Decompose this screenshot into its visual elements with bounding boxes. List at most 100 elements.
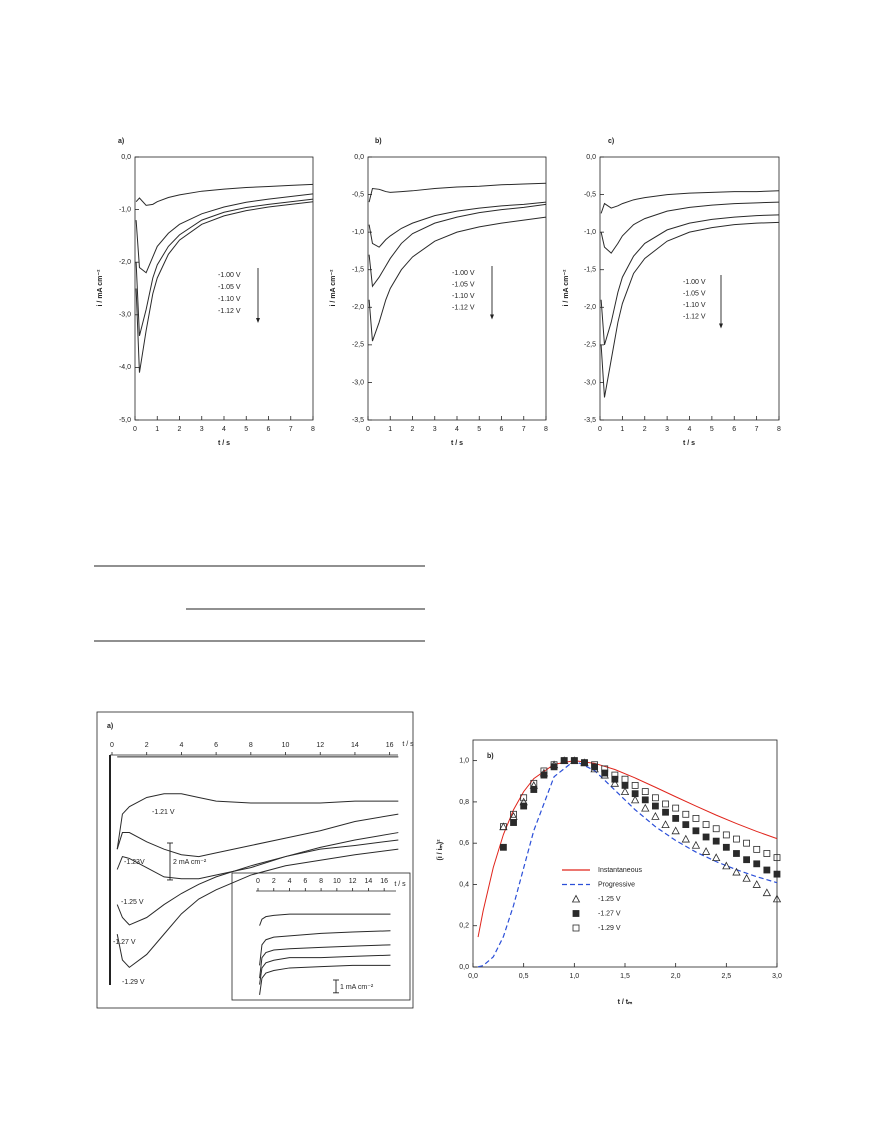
marker-triangle [630,795,640,804]
x-tick-label: 16 [380,878,388,885]
scale-bar-label: 1 mA cm⁻² [340,984,374,991]
curve [600,201,780,254]
x-tick-label: 0 [256,878,260,885]
marker-square [641,788,649,795]
marker-square [712,825,720,833]
legend-label: -1.10 V [218,296,241,303]
marker-square [672,815,680,822]
y-tick-label: -2,0 [119,259,131,266]
marker-square [621,782,629,789]
y-tick-label: 0,4 [459,881,469,888]
legend-arrowhead [256,318,260,323]
y-tick-label: -3,0 [119,312,131,319]
marker-square [570,757,578,765]
marker-triangle [651,812,660,820]
x-tick-label: 8 [249,742,253,749]
marker-triangle [722,861,731,870]
marker-square [530,786,538,793]
marker-square [733,835,740,843]
marker-square [722,831,730,839]
marker-triangle [691,840,701,849]
marker-triangle [732,867,741,876]
x-tick-label: 2,5 [721,973,731,980]
marker-square [611,775,619,783]
marker-square [753,845,761,853]
panel-label: b) [375,138,382,145]
marker-square [499,823,507,831]
curve [116,832,399,880]
marker-square [570,757,578,765]
x-tick-label: 2 [145,742,149,749]
marker-square [550,761,558,769]
legend-label: -1.00 V [683,279,706,286]
curve [259,930,391,966]
marker-square [499,843,507,851]
legend-label: -1.25 V [598,896,621,903]
marker-square [631,782,639,789]
legend-label: -1.05 V [218,284,241,291]
panel-label: a) [118,138,124,145]
marker-square [773,854,781,862]
marker-square [621,775,629,783]
marker-square [722,843,730,851]
x-tick-label: 0,5 [519,973,529,980]
x-tick-label: 0 [598,426,602,433]
x-tick-label: 6 [500,426,504,433]
x-axis-label: t / s [394,881,406,888]
legend-label: Instantaneous [598,867,642,874]
x-tick-label: 2 [643,426,647,433]
marker-square [763,866,771,874]
x-tick-label: 2,0 [671,973,681,980]
y-axis-label: (i / iₘ)² [437,839,444,861]
marker-square [672,804,680,812]
x-tick-label: 3 [200,426,204,433]
y-tick-label: 0,2 [459,923,469,930]
x-tick-label: 7 [755,426,759,433]
y-axis-label: i / mA cm⁻² [563,269,570,307]
marker-square [641,796,649,804]
marker-square [773,870,781,878]
x-tick-label: 1,0 [569,973,579,980]
x-tick-label: 5 [477,426,481,433]
legend-label: -1.00 V [452,270,475,277]
marker-square [652,802,659,810]
x-tick-label: 8 [544,426,548,433]
y-tick-label: -2,0 [584,304,596,311]
x-tick-label: 3,0 [772,973,782,980]
curve [368,216,547,342]
x-tick-label: 1,5 [620,973,630,980]
panel-label: c) [608,138,614,145]
legend-label: -1.10 V [452,293,475,300]
scale-bar-label: 2 mA cm⁻² [173,859,207,866]
y-tick-label: -4,0 [119,364,131,371]
y-tick-label: -3,5 [352,417,364,424]
marker-square [702,833,710,841]
marker-square [591,763,598,771]
y-tick-label: 0,0 [586,154,596,161]
x-tick-label: 0 [133,426,137,433]
curve [368,182,547,203]
y-tick-label: -1,0 [119,206,131,213]
marker-triangle [620,787,630,795]
marker-square [692,815,700,822]
curve [135,198,314,336]
x-axis-label: t / s [451,440,463,447]
y-tick-label: -1,0 [352,229,364,236]
legend-label: -1.29 V [598,925,621,932]
curve [477,759,778,968]
curve [477,760,778,938]
y-tick-label: -1,0 [584,229,596,236]
x-tick-label: 2 [178,426,182,433]
marker-square [662,808,669,816]
curve [135,201,314,373]
marker-triangle [641,803,650,812]
marker-square [540,771,548,779]
x-tick-label: 4 [222,426,226,433]
legend-label: -1.12 V [683,313,706,320]
marker-square [652,794,659,802]
x-tick-label: 4 [179,742,183,749]
y-axis-label: i / mA cm⁻² [97,269,104,307]
marker-triangle [701,847,711,855]
x-axis-label: t / s [683,440,695,447]
